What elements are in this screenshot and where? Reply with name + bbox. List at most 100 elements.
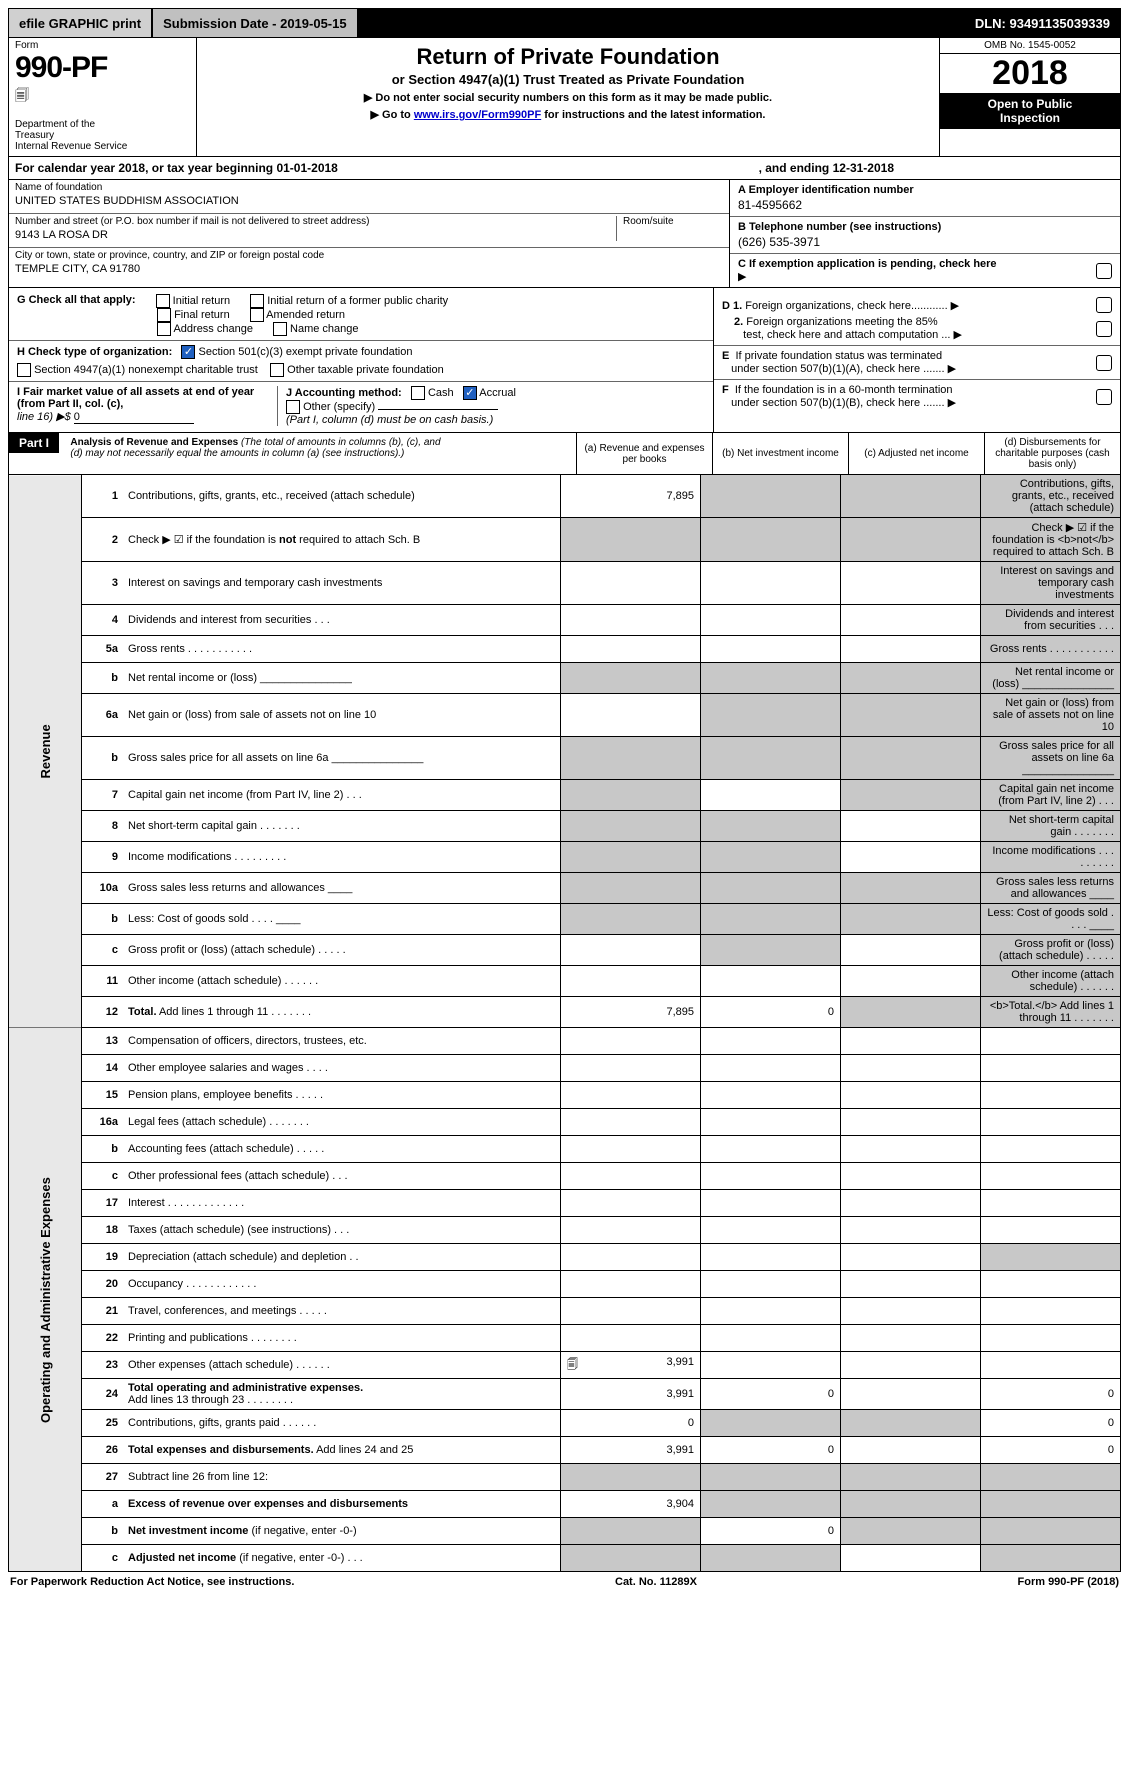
row-number: 27 (82, 1464, 123, 1491)
amount-cell (701, 1082, 841, 1109)
amount-cell (561, 873, 701, 904)
amount-cell: 0 (981, 1437, 1121, 1464)
phone-cell: B Telephone number (see instructions) (6… (730, 217, 1120, 254)
amount-cell (561, 663, 701, 694)
row-desc: Total. Add lines 1 through 11 . . . . . … (122, 997, 561, 1028)
row-number: 23 (82, 1352, 123, 1379)
top-bar: efile GRAPHIC print Submission Date - 20… (8, 8, 1121, 38)
row-desc: Less: Cost of goods sold . . . . ____ (122, 904, 561, 935)
table-row: Revenue1Contributions, gifts, grants, et… (9, 475, 1121, 518)
amount-cell (701, 780, 841, 811)
row-number: 7 (82, 780, 123, 811)
table-row: bNet investment income (if negative, ent… (9, 1518, 1121, 1545)
row-number: 17 (82, 1190, 123, 1217)
form-number: 990-PF (15, 51, 190, 85)
amount-cell (841, 1055, 981, 1082)
row-desc: Total expenses and disbursements. Add li… (122, 1437, 561, 1464)
initial-return-checkbox[interactable] (156, 294, 170, 308)
amount-cell (561, 605, 701, 636)
amount-cell (701, 694, 841, 737)
amount-cell (841, 780, 981, 811)
amount-cell (561, 1136, 701, 1163)
d2-checkbox[interactable] (1096, 321, 1112, 337)
row-number: 21 (82, 1298, 123, 1325)
amount-cell: Income modifications . . . . . . . . . (981, 842, 1121, 873)
amount-cell (841, 663, 981, 694)
table-row: cGross profit or (loss) (attach schedule… (9, 935, 1121, 966)
row-desc: Occupancy . . . . . . . . . . . . (122, 1271, 561, 1298)
amount-cell (701, 873, 841, 904)
row-number: 25 (82, 1410, 123, 1437)
check-section: G Check all that apply: Initial return I… (8, 288, 1121, 433)
initial-return-former-checkbox[interactable] (250, 294, 264, 308)
instruction-2: ▶ Go to www.irs.gov/Form990PF for instru… (207, 108, 929, 121)
final-return-checkbox[interactable] (157, 308, 171, 322)
501c3-checkbox[interactable] (181, 345, 195, 359)
amount-cell (701, 1545, 841, 1572)
amount-cell (841, 518, 981, 562)
name-change-checkbox[interactable] (273, 322, 287, 336)
row-desc: Depreciation (attach schedule) and deple… (122, 1244, 561, 1271)
amount-cell (841, 1437, 981, 1464)
amount-cell: 3,904 (561, 1491, 701, 1518)
efile-print-button[interactable]: efile GRAPHIC print (9, 9, 153, 37)
amount-cell (701, 1298, 841, 1325)
foundation-name: UNITED STATES BUDDHISM ASSOCIATION (15, 195, 723, 207)
amount-cell (701, 1028, 841, 1055)
amount-cell (561, 904, 701, 935)
row-number: 16a (82, 1109, 123, 1136)
amount-cell (561, 1271, 701, 1298)
amount-cell: Gross rents . . . . . . . . . . . (981, 636, 1121, 663)
revenue-side-label: Revenue (9, 475, 82, 1028)
amount-cell: Capital gain net income (from Part IV, l… (981, 780, 1121, 811)
amount-cell (841, 1464, 981, 1491)
amount-cell (841, 1518, 981, 1545)
amount-cell (561, 780, 701, 811)
other-taxable-checkbox[interactable] (270, 363, 284, 377)
street-address: 9143 LA ROSA DR (15, 229, 616, 241)
amount-cell (841, 811, 981, 842)
row-desc: Check ▶ ☑ if the foundation is not requi… (122, 518, 561, 562)
e-checkbox[interactable] (1096, 355, 1112, 371)
address-change-checkbox[interactable] (157, 322, 171, 336)
cash-checkbox[interactable] (411, 386, 425, 400)
col-a-header: (a) Revenue and expenses per books (576, 433, 712, 474)
other-method-checkbox[interactable] (286, 400, 300, 414)
irs-link[interactable]: www.irs.gov/Form990PF (414, 109, 541, 121)
form-year-block: OMB No. 1545-0052 2018 Open to PublicIns… (939, 38, 1120, 156)
amount-cell (561, 1325, 701, 1352)
amount-cell: 3,991 (561, 1437, 701, 1464)
amount-cell (981, 1136, 1121, 1163)
row-desc: Other income (attach schedule) . . . . .… (122, 966, 561, 997)
row-desc: Other employee salaries and wages . . . … (122, 1055, 561, 1082)
amount-cell (981, 1271, 1121, 1298)
f-checkbox[interactable] (1096, 389, 1112, 405)
table-row: 12Total. Add lines 1 through 11 . . . . … (9, 997, 1121, 1028)
amount-cell (561, 1545, 701, 1572)
amount-cell (701, 1325, 841, 1352)
amended-return-checkbox[interactable] (250, 308, 264, 322)
amount-cell (701, 1217, 841, 1244)
amount-cell (701, 475, 841, 518)
accrual-checkbox[interactable] (463, 386, 477, 400)
amount-cell (701, 1352, 841, 1379)
exemption-checkbox[interactable] (1096, 263, 1112, 279)
table-row: 6aNet gain or (loss) from sale of assets… (9, 694, 1121, 737)
amount-cell (701, 935, 841, 966)
row-desc: Net short-term capital gain . . . . . . … (122, 811, 561, 842)
amount-cell (701, 1136, 841, 1163)
amount-cell: Net short-term capital gain . . . . . . … (981, 811, 1121, 842)
amount-cell (701, 1109, 841, 1136)
dln-label: DLN: 93491135039339 (975, 16, 1120, 31)
amount-cell: 🗐3,991 (561, 1352, 701, 1379)
table-row: bAccounting fees (attach schedule) . . .… (9, 1136, 1121, 1163)
table-row: 26Total expenses and disbursements. Add … (9, 1437, 1121, 1464)
d1-checkbox[interactable] (1096, 297, 1112, 313)
table-row: 3Interest on savings and temporary cash … (9, 562, 1121, 605)
amount-cell (841, 562, 981, 605)
e-row: E If private foundation status was termi… (714, 345, 1120, 375)
form-number-block: Form 990-PF 🗐 Department of the Treasury… (9, 38, 197, 156)
amount-cell (981, 1028, 1121, 1055)
amount-cell (981, 1244, 1121, 1271)
4947a1-checkbox[interactable] (17, 363, 31, 377)
